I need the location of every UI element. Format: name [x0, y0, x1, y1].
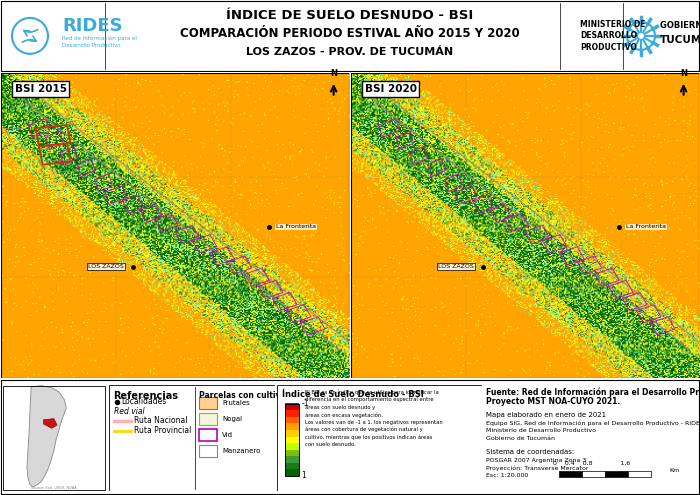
Text: RIDES: RIDES [62, 17, 122, 35]
Text: Ruta Provincial: Ruta Provincial [134, 426, 191, 435]
Text: Km: Km [669, 468, 679, 473]
Text: GOBIERNO DE: GOBIERNO DE [660, 21, 700, 30]
Text: ÍNDICE DE SUELO DESNUDO - BSI: ÍNDICE DE SUELO DESNUDO - BSI [226, 9, 474, 22]
Text: Red vial: Red vial [113, 407, 144, 416]
Bar [199, 445, 217, 457]
Bar [285, 443, 299, 449]
Text: Vid: Vid [222, 432, 233, 438]
Text: Localidades: Localidades [122, 397, 167, 406]
Text: N: N [330, 69, 337, 78]
Text: El BSI es un índice que se utiliza para identificar la
diferencia en el comporta: El BSI es un índice que se utiliza para … [305, 390, 443, 447]
Text: LOS ZAZOS: LOS ZAZOS [88, 264, 124, 269]
Text: POSGAR 2007 Argentina Zona 3: POSGAR 2007 Argentina Zona 3 [486, 458, 586, 463]
Bar [285, 423, 299, 430]
Text: La Fronterita: La Fronterita [626, 225, 666, 230]
Text: TUCUMÁN: TUCUMÁN [660, 35, 700, 45]
Bar [285, 469, 299, 476]
Text: 65°54'0"W: 65°54'0"W [512, 387, 538, 392]
Bar [285, 403, 299, 410]
Text: Esc: 1:20.000: Esc: 1:20.000 [486, 473, 528, 478]
Text: 0    0,4    0,8              1,6: 0 0,4 0,8 1,6 [553, 460, 631, 465]
Bar [285, 456, 299, 463]
Bar [285, 436, 299, 443]
Circle shape [627, 22, 655, 50]
Text: LOS ZAZOS: LOS ZAZOS [438, 264, 474, 269]
Text: Equipo SIG, Red de Información para el Desarrollo Productivo - RIDES: Equipo SIG, Red de Información para el D… [486, 420, 700, 426]
Text: Manzanero: Manzanero [222, 448, 260, 454]
Text: Red de Información para el
Desarrollo Productivo: Red de Información para el Desarrollo Pr… [62, 36, 137, 48]
Text: La Fronterita: La Fronterita [276, 225, 316, 230]
Text: 65°54'0"W: 65°54'0"W [162, 387, 188, 392]
Text: BSI 2015: BSI 2015 [15, 84, 66, 94]
Text: Sistema de coordenadas:: Sistema de coordenadas: [486, 449, 574, 455]
Text: Gobierno de Tucumán: Gobierno de Tucumán [486, 436, 554, 441]
Text: BSI 2020: BSI 2020 [365, 84, 416, 94]
Text: Source: Esri, USGS, NOAA: Source: Esri, USGS, NOAA [31, 486, 77, 490]
Text: MINISTERIO DE
DESARROLLO
PRODUCTIVO: MINISTERIO DE DESARROLLO PRODUCTIVO [580, 20, 645, 52]
Text: 1: 1 [301, 471, 306, 481]
Bar [285, 430, 299, 437]
Text: Proyecto MST NOA-CUYO 2021.: Proyecto MST NOA-CUYO 2021. [486, 397, 620, 406]
Text: Ministerio de Desarrollo Productivo: Ministerio de Desarrollo Productivo [486, 428, 596, 433]
Text: Fuente: Red de Información para el Desarrollo Productivo - RIDES: Fuente: Red de Información para el Desar… [486, 388, 700, 397]
Text: Proyección: Transverse Mercator: Proyección: Transverse Mercator [486, 465, 588, 471]
Bar [285, 416, 299, 423]
Text: N: N [680, 69, 687, 78]
Polygon shape [43, 419, 57, 428]
Text: Frutales: Frutales [222, 399, 250, 406]
Bar [582, 471, 605, 477]
Text: COMPARACIÓN PERIODO ESTIVAL AÑO 2015 Y 2020: COMPARACIÓN PERIODO ESTIVAL AÑO 2015 Y 2… [180, 27, 520, 41]
Bar [199, 413, 217, 425]
Text: Ruta Nacional: Ruta Nacional [134, 416, 187, 425]
Bar [199, 429, 217, 441]
Bar [285, 410, 299, 417]
Bar [199, 396, 217, 409]
Text: -1: -1 [301, 399, 309, 408]
Text: Parcelas con cultivos: Parcelas con cultivos [199, 391, 290, 399]
Bar [285, 449, 299, 456]
Bar [285, 462, 299, 469]
Bar [559, 471, 582, 477]
Bar [628, 471, 651, 477]
Text: Índice de Suelo Desnudo - BSI: Índice de Suelo Desnudo - BSI [282, 390, 424, 398]
Bar [605, 471, 628, 477]
Text: Nogal: Nogal [222, 416, 242, 422]
Text: LOS ZAZOS - PROV. DE TUCUMÁN: LOS ZAZOS - PROV. DE TUCUMÁN [246, 47, 454, 57]
Text: Referencias: Referencias [113, 391, 178, 400]
Polygon shape [27, 386, 66, 487]
Bar [285, 404, 299, 476]
Text: Mapa elaborado en enero de 2021: Mapa elaborado en enero de 2021 [486, 412, 606, 418]
